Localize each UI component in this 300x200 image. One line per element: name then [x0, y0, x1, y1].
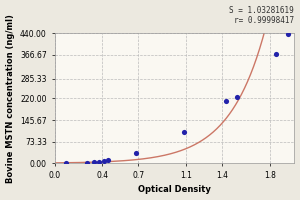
- Point: [106, 159, 111, 162]
- Y-axis label: Bovine MSTN concentration (ng/ml): Bovine MSTN concentration (ng/ml): [6, 14, 15, 183]
- Point: [134, 151, 139, 154]
- Point: [64, 162, 69, 165]
- X-axis label: Optical Density: Optical Density: [138, 185, 211, 194]
- Point: [182, 131, 187, 134]
- Point: [274, 52, 279, 55]
- Point: [235, 95, 239, 98]
- Point: [97, 160, 101, 163]
- Text: S = 1.03281619
r= 0.99998417: S = 1.03281619 r= 0.99998417: [229, 6, 294, 25]
- Point: [286, 32, 291, 35]
- Point: [92, 161, 97, 164]
- Point: [101, 160, 106, 163]
- Point: [85, 161, 89, 164]
- Point: [224, 100, 229, 103]
